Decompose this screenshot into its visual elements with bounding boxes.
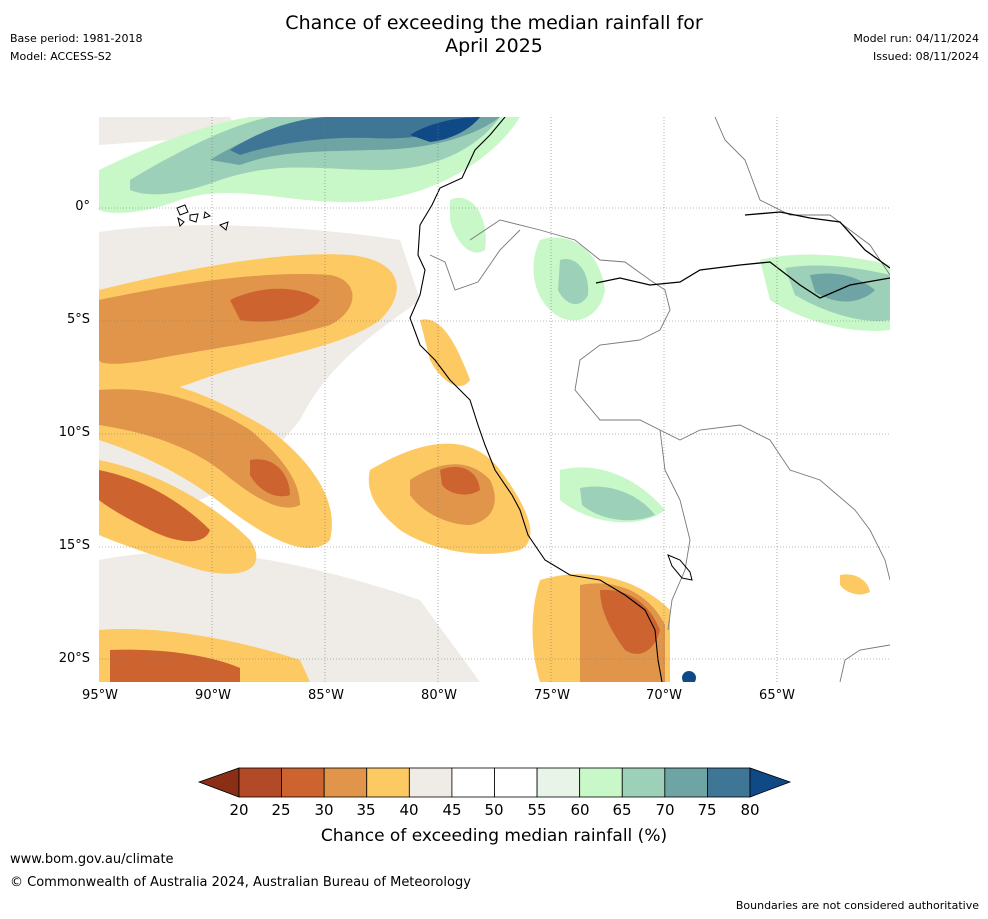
colorbar-cell xyxy=(536,767,581,798)
colorbar-extend-high xyxy=(749,767,792,798)
colorbar-cell xyxy=(707,767,751,798)
amazon-river xyxy=(595,261,890,299)
lat-label: 5°S xyxy=(66,312,90,327)
wet-zone-east xyxy=(810,273,875,302)
country-border xyxy=(469,219,890,581)
dry-zone-central xyxy=(250,459,290,497)
header-right-meta: Model run: 04/11/2024 Issued: 08/11/2024 xyxy=(853,30,979,66)
colorbar-tick-label: 25 xyxy=(271,801,291,819)
lat-label: 0° xyxy=(75,199,90,214)
base-period-text: Base period: 1981-2018 xyxy=(10,32,143,45)
colorbar-extend-low xyxy=(197,767,240,798)
colorbar-cell xyxy=(281,767,325,798)
colorbar-tick-label: 40 xyxy=(399,801,419,819)
colorbar-tick-label: 30 xyxy=(314,801,334,819)
lon-label: 65°W xyxy=(759,688,795,703)
lon-label: 80°W xyxy=(421,688,457,703)
lon-label: 90°W xyxy=(195,688,231,703)
dry-zone-central xyxy=(99,389,300,508)
lon-label: 70°W xyxy=(646,688,682,703)
colorbar-tick-label: 60 xyxy=(570,801,590,819)
dry-zone-bottom-left xyxy=(110,649,240,682)
colorbar-cell xyxy=(494,767,538,798)
colorbar-tick-label: 80 xyxy=(740,801,760,819)
coastline xyxy=(409,117,663,682)
colorbar-cell xyxy=(323,767,368,798)
wet-zone-north xyxy=(230,117,470,155)
colorbar-tick-label: 75 xyxy=(697,801,717,819)
map-field xyxy=(99,117,890,682)
colorbar-cell xyxy=(451,767,495,798)
title-line-2: April 2025 xyxy=(445,35,543,57)
lat-label: 10°S xyxy=(58,425,90,440)
colorbar-cell xyxy=(579,767,623,798)
title-line-1: Chance of exceeding the median rainfall … xyxy=(285,12,703,34)
lon-label: 95°W xyxy=(82,688,118,703)
colorbar-cell xyxy=(366,767,410,798)
colorbar-cell xyxy=(664,767,708,798)
colorbar-tick-label: 20 xyxy=(229,801,249,819)
dry-zone-peru-coast xyxy=(440,466,480,495)
dry-zone-southwest xyxy=(99,470,210,542)
colorbar-cell xyxy=(408,767,453,798)
amazon-river xyxy=(744,211,890,269)
country-border xyxy=(714,117,890,276)
colorbar-tick-label: 45 xyxy=(442,801,462,819)
galapagos-islands xyxy=(176,204,229,231)
wet-zone-bolivia xyxy=(580,486,655,521)
lake-titicaca xyxy=(667,554,693,581)
wet-spot xyxy=(682,671,696,682)
wet-zone-amazon xyxy=(558,259,589,305)
issued-text: Issued: 08/11/2024 xyxy=(872,50,979,63)
country-border xyxy=(659,429,691,631)
wet-zone-north xyxy=(410,117,480,142)
colorbar-cell xyxy=(238,767,282,798)
dry-zone-andes xyxy=(420,319,470,387)
model-run-text: Model run: 04/11/2024 xyxy=(853,32,979,45)
colorbar-cells xyxy=(238,767,751,798)
lat-label: 20°S xyxy=(58,651,90,666)
colorbar-title: Chance of exceeding median rainfall (%) xyxy=(320,826,668,846)
map-title: Chance of exceeding the median rainfall … xyxy=(0,12,988,58)
wet-zone-andes xyxy=(450,197,486,253)
dry-zone-west xyxy=(230,288,320,322)
gridlines xyxy=(99,117,890,682)
lat-label: 15°S xyxy=(58,538,90,553)
country-border xyxy=(429,229,521,291)
dry-zone-bolivia xyxy=(840,574,870,595)
dry-zone-south-andes xyxy=(600,589,660,654)
colorbar-tick-label: 65 xyxy=(612,801,632,819)
near-normal-zone xyxy=(99,117,240,145)
lon-label: 85°W xyxy=(308,688,344,703)
country-border xyxy=(839,644,890,682)
header-left-meta: Base period: 1981-2018 Model: ACCESS-S2 xyxy=(10,30,142,66)
colorbar-cell xyxy=(621,767,666,798)
colorbar-tick-label: 50 xyxy=(484,801,504,819)
copyright-text: © Commonwealth of Australia 2024, Austra… xyxy=(10,875,471,890)
colorbar-tick-label: 35 xyxy=(356,801,376,819)
map-boundaries xyxy=(176,117,890,682)
colorbar xyxy=(197,767,792,798)
colorbar-tick-label: 55 xyxy=(527,801,547,819)
website-link[interactable]: www.bom.gov.au/climate xyxy=(10,852,174,867)
lon-label: 75°W xyxy=(534,688,570,703)
model-text: Model: ACCESS-S2 xyxy=(10,50,112,63)
colorbar-tick-label: 70 xyxy=(655,801,675,819)
disclaimer-text: Boundaries are not considered authoritat… xyxy=(735,899,979,912)
